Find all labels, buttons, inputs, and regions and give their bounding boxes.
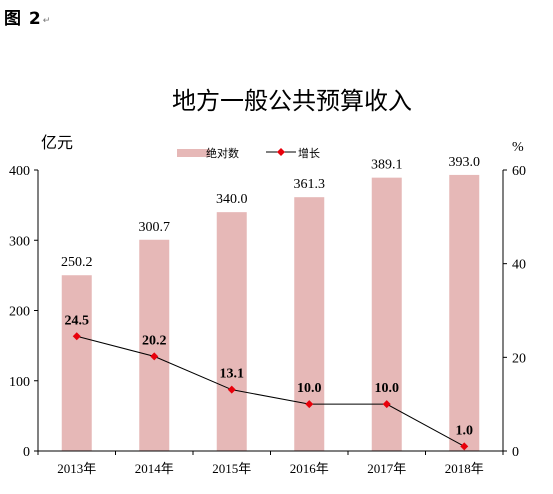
y-left-tick-label: 400 [9,164,30,179]
bar-value-label: 300.7 [139,220,171,235]
bar-value-label: 340.0 [216,192,248,207]
bar-2015年 [216,212,247,451]
legend-label-line: 增长 [298,146,320,160]
growth-marker-2017年 [382,400,391,409]
y-right-tick-label: 20 [512,351,526,366]
bar-value-label: 361.3 [294,177,326,192]
y-left-tick-label: 300 [9,234,30,249]
growth-value-label: 24.5 [65,313,90,328]
x-tick-label: 2014年 [135,461,174,476]
y-right-tick-label: 60 [512,164,526,179]
bar-2018年 [449,174,480,452]
bars-group [61,174,480,452]
y-axis-right-label: % [512,140,524,155]
x-tick-label: 2013年 [57,461,96,476]
x-tick-label: 2017年 [367,461,406,476]
y-right-tick-label: 0 [512,445,519,460]
y-right-tick-label: 40 [512,258,526,273]
y-left-tick-label: 200 [9,305,30,320]
growth-marker-2013年 [72,332,81,341]
bar-2014年 [139,239,170,451]
bar-2016年 [294,197,325,451]
legend-label-bar: 绝对数 [206,146,239,160]
axes-group: 0 100 200 300 400 0 20 40 60 2013年 2014年 2015年 2016年… [9,164,526,476]
y-left-tick-label: 0 [23,445,30,460]
x-tick-label: 2018年 [445,461,484,476]
growth-value-label: 10.0 [297,381,322,396]
legend-marker [277,148,285,156]
growth-value-label: 1.0 [456,423,474,438]
growth-marker-2015年 [227,385,236,394]
growth-value-label: 20.2 [142,333,167,348]
y-axis-left-label: 亿元 [41,133,73,152]
figure-label: 图 2↵ [4,9,52,29]
growth-line-group [72,332,469,451]
legend-swatch-bar [177,149,210,157]
growth-value-label: 13.1 [220,367,245,382]
y-left-tick-label: 100 [9,375,30,390]
data-labels-group: 250.2 300.7 340.0 361.3 389.1 393.0 24.5 20.2 13… [61,155,480,438]
growth-marker-2018年 [460,442,469,451]
growth-marker-2016年 [305,400,314,409]
growth-line [76,335,465,447]
bar-value-label: 389.1 [371,158,403,173]
growth-value-label: 10.0 [375,381,400,396]
bar-2013年 [61,275,92,451]
x-tick-label: 2016年 [290,461,329,476]
x-tick-label: 2015年 [212,461,251,476]
bar-value-label: 393.0 [449,155,481,170]
growth-marker-2014年 [150,352,159,361]
chart-title: 地方一般公共预算收入 [172,87,412,115]
bar-value-label: 250.2 [61,255,93,270]
legend: 绝对数 增长 [177,146,320,160]
